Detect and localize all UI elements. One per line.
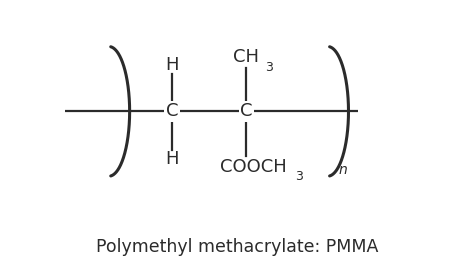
Text: COOCH: COOCH bbox=[220, 158, 287, 176]
Text: C: C bbox=[240, 102, 253, 120]
Text: CH: CH bbox=[233, 48, 259, 66]
Text: H: H bbox=[165, 150, 179, 168]
Text: C: C bbox=[165, 102, 178, 120]
Text: H: H bbox=[165, 56, 179, 74]
Text: 3: 3 bbox=[295, 171, 303, 183]
Text: Polymethyl methacrylate: PMMA: Polymethyl methacrylate: PMMA bbox=[96, 238, 378, 256]
Text: n: n bbox=[338, 163, 347, 177]
Text: 3: 3 bbox=[264, 61, 273, 74]
